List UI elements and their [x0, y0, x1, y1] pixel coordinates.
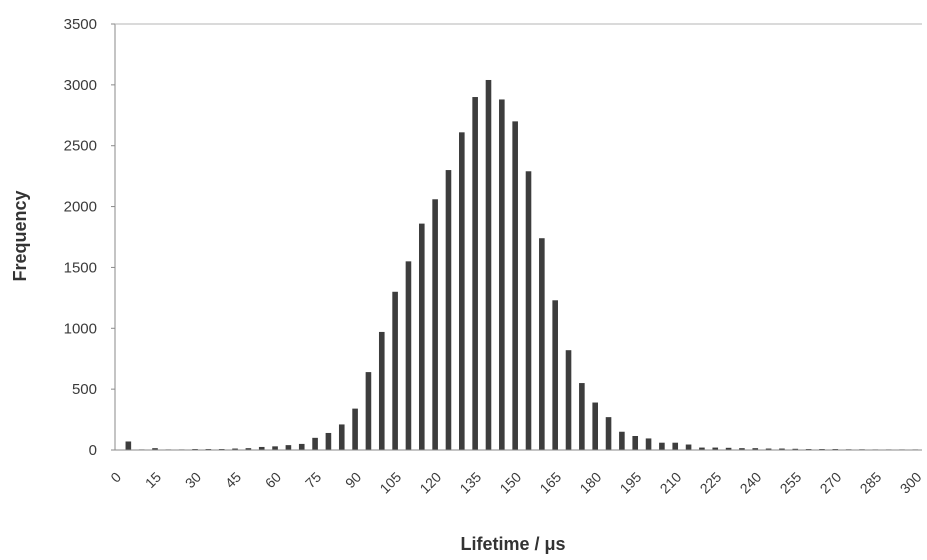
axes-group — [111, 23, 922, 451]
bar — [338, 424, 345, 450]
x-tick-label: 255 — [777, 469, 805, 497]
x-tick-label: 105 — [376, 469, 404, 497]
bar — [605, 417, 612, 450]
bar — [579, 383, 585, 450]
bar — [432, 199, 438, 450]
x-tick-label: 300 — [897, 469, 925, 497]
bar — [125, 441, 132, 450]
bar — [152, 448, 158, 450]
bar — [645, 438, 652, 450]
bar — [472, 97, 478, 451]
bar — [765, 448, 772, 450]
bar — [512, 121, 518, 450]
x-tick-label: 195 — [617, 469, 645, 497]
bar — [245, 448, 252, 450]
x-tick-label: 75 — [302, 469, 324, 491]
y-axis-title: Frequency — [10, 190, 30, 281]
x-tick-label: 180 — [576, 469, 604, 497]
bar — [272, 446, 278, 450]
bar — [499, 99, 505, 450]
bar — [672, 442, 679, 450]
bar — [552, 300, 558, 450]
bar — [459, 132, 465, 450]
x-axis-title: Lifetime / μs — [460, 534, 565, 554]
y-tick-label: 3500 — [64, 16, 97, 33]
bar — [685, 444, 692, 450]
x-tick-label: 30 — [182, 469, 204, 491]
bar — [712, 447, 719, 450]
x-tick-label: 135 — [456, 469, 484, 497]
y-tick-label: 1000 — [64, 320, 97, 337]
bar — [392, 291, 398, 450]
y-tick-label: 500 — [72, 381, 97, 398]
x-tick-label: 285 — [857, 469, 885, 497]
bar — [632, 436, 639, 450]
x-tick-label: 240 — [737, 469, 765, 497]
bar — [752, 448, 759, 450]
bar — [525, 171, 532, 450]
y-tick-label: 1500 — [64, 259, 97, 276]
x-tick-label: 165 — [536, 469, 564, 497]
bar — [258, 446, 265, 450]
bar — [779, 448, 785, 450]
bar — [298, 443, 305, 450]
x-tick-label: 150 — [496, 469, 524, 497]
bar — [325, 432, 332, 450]
bar — [352, 408, 358, 450]
y-tick-label: 3000 — [64, 77, 97, 94]
bar — [792, 448, 799, 450]
bar — [285, 445, 292, 450]
x-tick-labels: 0 15 30 45 60 75 90 105 120 135 150 165 180 195 210 225… — [107, 469, 924, 497]
bar — [445, 170, 452, 451]
x-tick-label: 0 — [107, 469, 124, 486]
bar — [659, 442, 665, 450]
bar — [725, 447, 732, 450]
x-tick-label: 45 — [222, 469, 244, 491]
x-tick-label: 270 — [817, 469, 845, 497]
x-tick-label: 60 — [262, 469, 284, 491]
bar — [592, 402, 598, 450]
bar — [405, 261, 412, 450]
y-tick-label: 0 — [89, 442, 97, 459]
bar — [312, 437, 318, 450]
bar — [565, 350, 572, 450]
bar — [365, 372, 372, 450]
bar — [539, 238, 545, 450]
x-tick-label: 225 — [697, 469, 725, 497]
y-tick-label: 2500 — [64, 138, 97, 155]
y-tick-label: 2000 — [64, 199, 97, 216]
bar — [418, 223, 425, 450]
x-tick-label: 120 — [416, 469, 444, 497]
bars-group — [125, 79, 919, 451]
bar — [699, 447, 705, 450]
x-tick-label: 210 — [657, 469, 685, 497]
x-tick-label: 15 — [142, 469, 164, 491]
bar — [739, 448, 745, 450]
y-tick-labels: 0 500 1000 1500 2000 2500 3000 3500 — [64, 16, 97, 459]
bar — [232, 448, 238, 450]
bar — [619, 431, 625, 450]
x-tick-label: 90 — [342, 469, 364, 491]
bar — [485, 79, 492, 450]
bar — [378, 331, 385, 450]
